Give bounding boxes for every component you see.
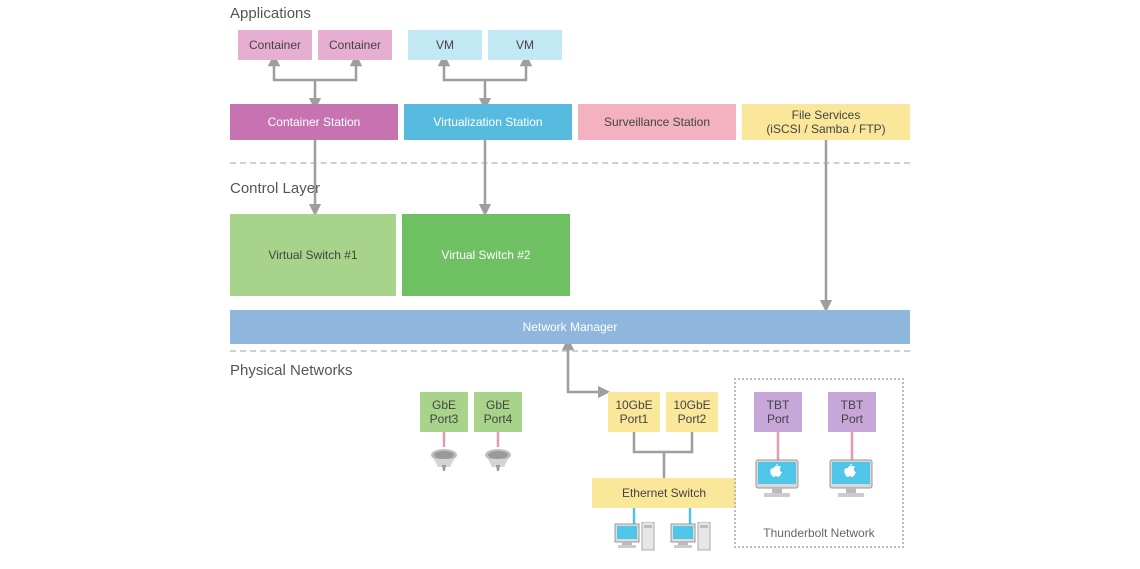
- file-services: File Services (iSCSI / Samba / FTP): [742, 104, 910, 140]
- tengbe-port1: 10GbE Port1: [608, 392, 660, 432]
- vm-box-2: VM: [488, 30, 562, 60]
- container-station: Container Station: [230, 104, 398, 140]
- pc-icon-2: [670, 522, 712, 556]
- virtual-switch-1: Virtual Switch #1: [230, 214, 396, 296]
- vm-box-1: VM: [408, 30, 482, 60]
- divider-1: [230, 162, 910, 164]
- virtualization-station: Virtualization Station: [404, 104, 572, 140]
- mac-icon-1: [750, 458, 804, 502]
- camera-icon-2: [482, 447, 514, 471]
- thunderbolt-label: Thunderbolt Network: [734, 526, 904, 540]
- diagram-canvas: Applications Control Layer Physical Netw…: [230, 0, 910, 569]
- network-manager: Network Manager: [230, 310, 910, 344]
- surveillance-station: Surveillance Station: [578, 104, 736, 140]
- section-control-title: Control Layer: [230, 180, 320, 197]
- pc-icon-1: [614, 522, 656, 556]
- container-box-2: Container: [318, 30, 392, 60]
- camera-icon-1: [428, 447, 460, 471]
- ethernet-switch: Ethernet Switch: [592, 478, 736, 508]
- mac-icon-2: [824, 458, 878, 502]
- section-applications-title: Applications: [230, 5, 311, 22]
- divider-2: [230, 350, 910, 352]
- gbe-port4: GbE Port4: [474, 392, 522, 432]
- container-box-1: Container: [238, 30, 312, 60]
- section-physical-title: Physical Networks: [230, 362, 353, 379]
- virtual-switch-2: Virtual Switch #2: [402, 214, 570, 296]
- tengbe-port2: 10GbE Port2: [666, 392, 718, 432]
- gbe-port3: GbE Port3: [420, 392, 468, 432]
